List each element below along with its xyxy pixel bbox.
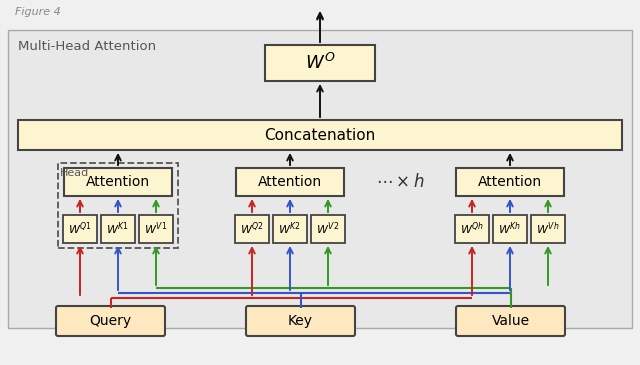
FancyBboxPatch shape — [246, 306, 355, 336]
Text: Concatenation: Concatenation — [264, 127, 376, 142]
Text: $W^{V1}$: $W^{V1}$ — [145, 221, 168, 237]
Text: Query: Query — [90, 314, 132, 328]
Text: $W^{Kh}$: $W^{Kh}$ — [499, 221, 522, 237]
Bar — [64, 168, 172, 196]
Bar — [456, 168, 564, 196]
Bar — [101, 215, 135, 243]
Text: $\cdots \times h$: $\cdots \times h$ — [376, 173, 424, 191]
Bar — [493, 215, 527, 243]
Bar — [63, 215, 97, 243]
Text: Key: Key — [288, 314, 313, 328]
Bar — [273, 215, 307, 243]
Text: Attention: Attention — [86, 175, 150, 189]
Text: Attention: Attention — [258, 175, 322, 189]
Text: $W^{Vh}$: $W^{Vh}$ — [536, 221, 560, 237]
Bar — [139, 215, 173, 243]
Text: Multi-Head Attention: Multi-Head Attention — [18, 39, 156, 53]
Bar — [311, 215, 345, 243]
Text: $W^O$: $W^O$ — [305, 53, 335, 73]
Text: Figure 4: Figure 4 — [15, 7, 61, 17]
Text: $W^{K1}$: $W^{K1}$ — [106, 221, 129, 237]
FancyBboxPatch shape — [56, 306, 165, 336]
Bar — [8, 30, 632, 328]
Bar — [235, 215, 269, 243]
Text: $W^{K2}$: $W^{K2}$ — [278, 221, 301, 237]
Bar — [18, 120, 622, 150]
Text: Head: Head — [60, 168, 89, 178]
Bar — [58, 163, 178, 248]
FancyBboxPatch shape — [456, 306, 565, 336]
Text: Attention: Attention — [478, 175, 542, 189]
Text: Value: Value — [492, 314, 529, 328]
Bar — [531, 215, 565, 243]
Bar — [265, 45, 375, 81]
Text: $W^{Q2}$: $W^{Q2}$ — [240, 221, 264, 237]
Text: $W^{Qh}$: $W^{Qh}$ — [460, 221, 484, 237]
Bar — [455, 215, 489, 243]
Text: $W^{Q1}$: $W^{Q1}$ — [68, 221, 92, 237]
Text: $W^{V2}$: $W^{V2}$ — [316, 221, 340, 237]
Bar — [236, 168, 344, 196]
